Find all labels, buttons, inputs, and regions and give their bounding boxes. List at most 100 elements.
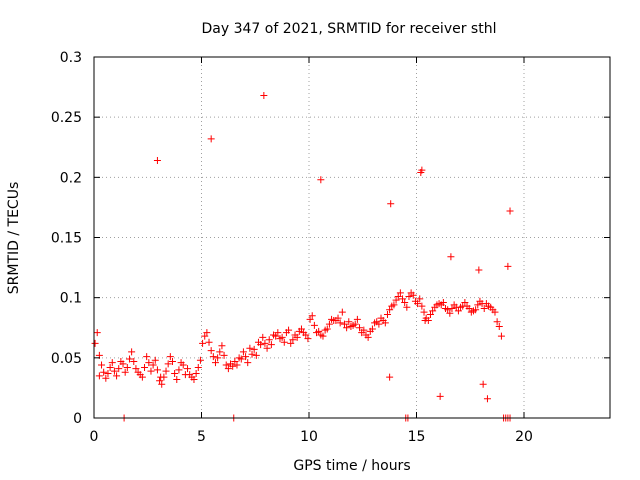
data-point — [394, 292, 402, 300]
data-point — [196, 356, 204, 364]
y-tick-labels: 0 0.05 0.1 0.15 0.2 0.25 0.3 — [51, 50, 82, 427]
x-tick-label: 5 — [197, 429, 206, 445]
data-point — [418, 302, 426, 310]
data-point — [308, 312, 316, 320]
data-point — [483, 395, 491, 403]
data-point — [418, 166, 426, 174]
data-point — [383, 311, 391, 319]
data-point — [345, 318, 353, 326]
data-point — [274, 329, 282, 337]
data-point — [289, 336, 297, 344]
x-tick-label: 20 — [515, 429, 533, 445]
data-point — [479, 380, 487, 388]
data-point — [436, 392, 444, 400]
data-point — [257, 341, 265, 349]
data-point — [95, 372, 103, 380]
data-point — [475, 266, 483, 274]
data-point — [113, 372, 121, 380]
data-point — [242, 353, 250, 361]
data-point — [310, 321, 318, 329]
data-point — [218, 342, 226, 350]
data-point — [110, 367, 118, 375]
data-point — [162, 367, 170, 375]
data-point — [401, 298, 409, 306]
data-point — [351, 320, 359, 328]
data-point — [353, 315, 361, 323]
data-point — [199, 339, 207, 347]
data-point — [93, 329, 101, 337]
data-point — [151, 356, 159, 364]
data-point — [231, 357, 239, 365]
data-point — [364, 333, 372, 341]
data-point — [260, 92, 268, 100]
grid-lines — [94, 57, 610, 418]
data-point — [368, 325, 376, 333]
data-point — [166, 353, 174, 361]
y-tick-label: 0.1 — [60, 291, 82, 307]
data-point — [386, 373, 394, 381]
data-point — [194, 363, 202, 371]
data-point — [474, 301, 482, 309]
data-point — [444, 306, 452, 314]
data-point — [272, 332, 280, 340]
data-point — [414, 300, 422, 308]
y-tick-label: 0.2 — [60, 170, 82, 186]
data-point — [138, 373, 146, 381]
data-point — [325, 320, 333, 328]
data-point — [224, 365, 232, 373]
data-point — [390, 301, 398, 309]
data-point — [190, 375, 198, 383]
data-point — [446, 309, 454, 317]
data-point — [426, 311, 434, 319]
data-point — [267, 341, 275, 349]
data-point — [108, 359, 116, 367]
data-point — [179, 361, 187, 369]
data-point — [491, 308, 499, 316]
data-point — [416, 295, 424, 303]
data-point — [304, 335, 312, 343]
data-point — [246, 344, 254, 352]
y-tick-label: 0.05 — [51, 351, 82, 367]
data-point — [403, 303, 411, 311]
data-point — [98, 361, 106, 369]
data-point — [244, 359, 252, 367]
data-point — [171, 369, 179, 377]
data-point — [420, 308, 428, 316]
data-point — [145, 359, 153, 367]
data-point — [104, 369, 112, 377]
data-point — [119, 360, 127, 368]
data-point — [465, 304, 473, 312]
data-point — [259, 333, 267, 341]
data-point — [233, 361, 241, 369]
data-point — [132, 365, 140, 373]
data-point — [147, 367, 155, 375]
data-point — [252, 351, 260, 359]
data-point — [214, 354, 222, 362]
data-point — [338, 308, 346, 316]
x-axis-label: GPS time / hours — [293, 458, 410, 474]
data-point — [396, 289, 404, 297]
data-point — [91, 339, 99, 347]
data-point — [387, 200, 395, 208]
data-point — [409, 291, 417, 299]
data-point — [448, 304, 456, 312]
data-point — [334, 314, 342, 322]
data-point — [211, 359, 219, 367]
data-point — [493, 318, 501, 326]
data-point — [173, 375, 181, 383]
data-point — [497, 332, 505, 340]
data-point — [149, 361, 157, 369]
data-point — [287, 339, 295, 347]
data-point — [356, 324, 364, 332]
data-point — [153, 156, 161, 164]
data-point — [153, 366, 161, 374]
data-point — [343, 324, 351, 332]
data-point — [250, 345, 258, 353]
y-tick-label: 0.25 — [51, 110, 82, 126]
data-point — [102, 374, 110, 382]
data-point — [392, 296, 400, 304]
data-point — [429, 307, 437, 315]
data-point — [216, 348, 224, 356]
data-point — [506, 207, 514, 215]
data-point — [280, 338, 288, 346]
